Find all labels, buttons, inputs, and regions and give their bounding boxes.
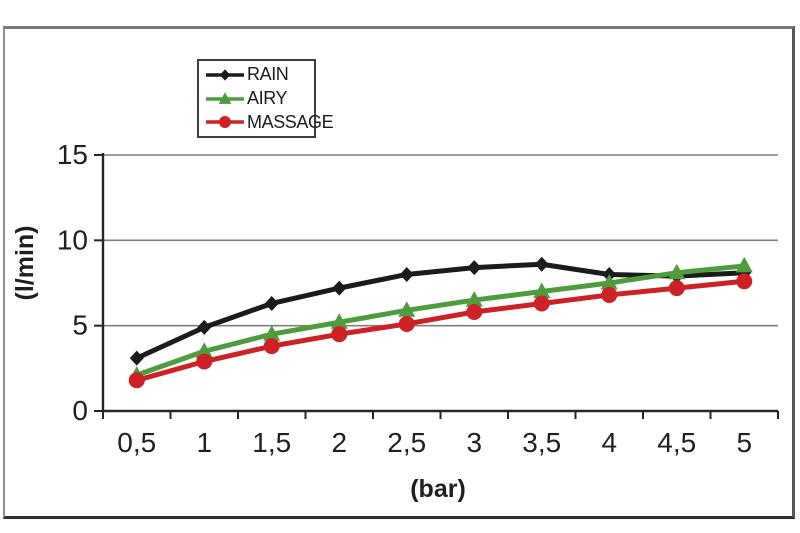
series-rain-marker-diamond <box>129 350 144 366</box>
rain-diamond-line-icon <box>205 67 245 83</box>
series-rain-marker-diamond <box>197 319 212 335</box>
series-line-rain <box>134 261 747 361</box>
y-tick-label: 10 <box>57 224 88 255</box>
series-airy-marker-triangle <box>465 291 483 307</box>
series-airy-marker-triangle <box>668 263 686 280</box>
legend: RAIN AIRY MASSAGE <box>197 59 334 138</box>
legend-label-rain: RAIN <box>247 64 289 85</box>
series-rain-marker-diamond <box>399 266 414 282</box>
series-airy-marker-triangle <box>263 325 281 341</box>
legend-airy-marker-triangle <box>218 91 232 104</box>
legend-massage-marker-circle <box>219 116 231 129</box>
x-tick-label: 2 <box>331 427 347 458</box>
series-airy-marker-triangle <box>533 282 551 299</box>
x-tick-label: 3 <box>466 427 482 458</box>
series-airy-marker-triangle <box>735 256 753 273</box>
series-rain-marker-diamond <box>264 295 279 311</box>
airy-triangle-line-icon <box>205 91 245 107</box>
x-axis-title: (bar) <box>410 475 466 503</box>
series-rain-marker-diamond <box>332 280 347 296</box>
series-line-airy <box>134 263 747 378</box>
x-tick-label: 4,5 <box>657 427 696 458</box>
series-airy-marker-triangle <box>330 313 348 329</box>
series-massage-marker-circle <box>263 338 280 355</box>
series-massage-marker-circle <box>533 295 550 312</box>
legend-marker-svg <box>206 116 244 129</box>
legend-marker-svg <box>206 69 244 81</box>
series-massage-marker-circle <box>398 315 415 332</box>
legend-rain-marker-diamond <box>219 69 231 81</box>
x-tick-label: 2,5 <box>387 427 426 458</box>
y-axis-title: (l/min) <box>11 226 39 301</box>
series-rain-marker-diamond <box>467 260 482 276</box>
legend-label-massage: MASSAGE <box>247 111 334 132</box>
series-airy-marker-triangle <box>600 274 618 290</box>
x-tick-label: 3,5 <box>522 427 561 458</box>
series-massage-marker-circle <box>466 304 483 321</box>
x-tick-label: 5 <box>736 427 752 458</box>
series-airy-marker-triangle <box>398 301 416 317</box>
legend-item-airy: AIRY <box>205 87 314 111</box>
series-airy-marker-triangle <box>195 342 213 358</box>
x-tick-label: 1,5 <box>252 427 291 458</box>
massage-circle-line-icon <box>205 114 245 130</box>
legend-marker-svg <box>206 91 244 104</box>
series-massage-marker-circle <box>331 326 348 343</box>
y-tick-label: 5 <box>72 310 88 341</box>
x-tick-label: 0,5 <box>117 427 156 458</box>
legend-item-rain: RAIN <box>205 63 314 87</box>
series-massage-marker-circle <box>601 286 618 303</box>
series-massage-marker-circle <box>736 273 753 290</box>
y-tick-label: 0 <box>72 395 88 426</box>
series-massage-marker-circle <box>196 353 213 370</box>
x-tick-label: 1 <box>196 427 212 458</box>
x-tick-label: 4 <box>601 427 617 458</box>
series-line-massage <box>134 278 747 383</box>
legend-label-airy: AIRY <box>247 88 288 108</box>
series-rain-marker-diamond <box>534 256 549 272</box>
series-massage-marker-circle <box>128 372 145 389</box>
y-tick-label: 15 <box>57 139 88 170</box>
series-massage-marker-circle <box>668 280 685 297</box>
legend-item-massage: MASSAGE <box>205 110 334 134</box>
